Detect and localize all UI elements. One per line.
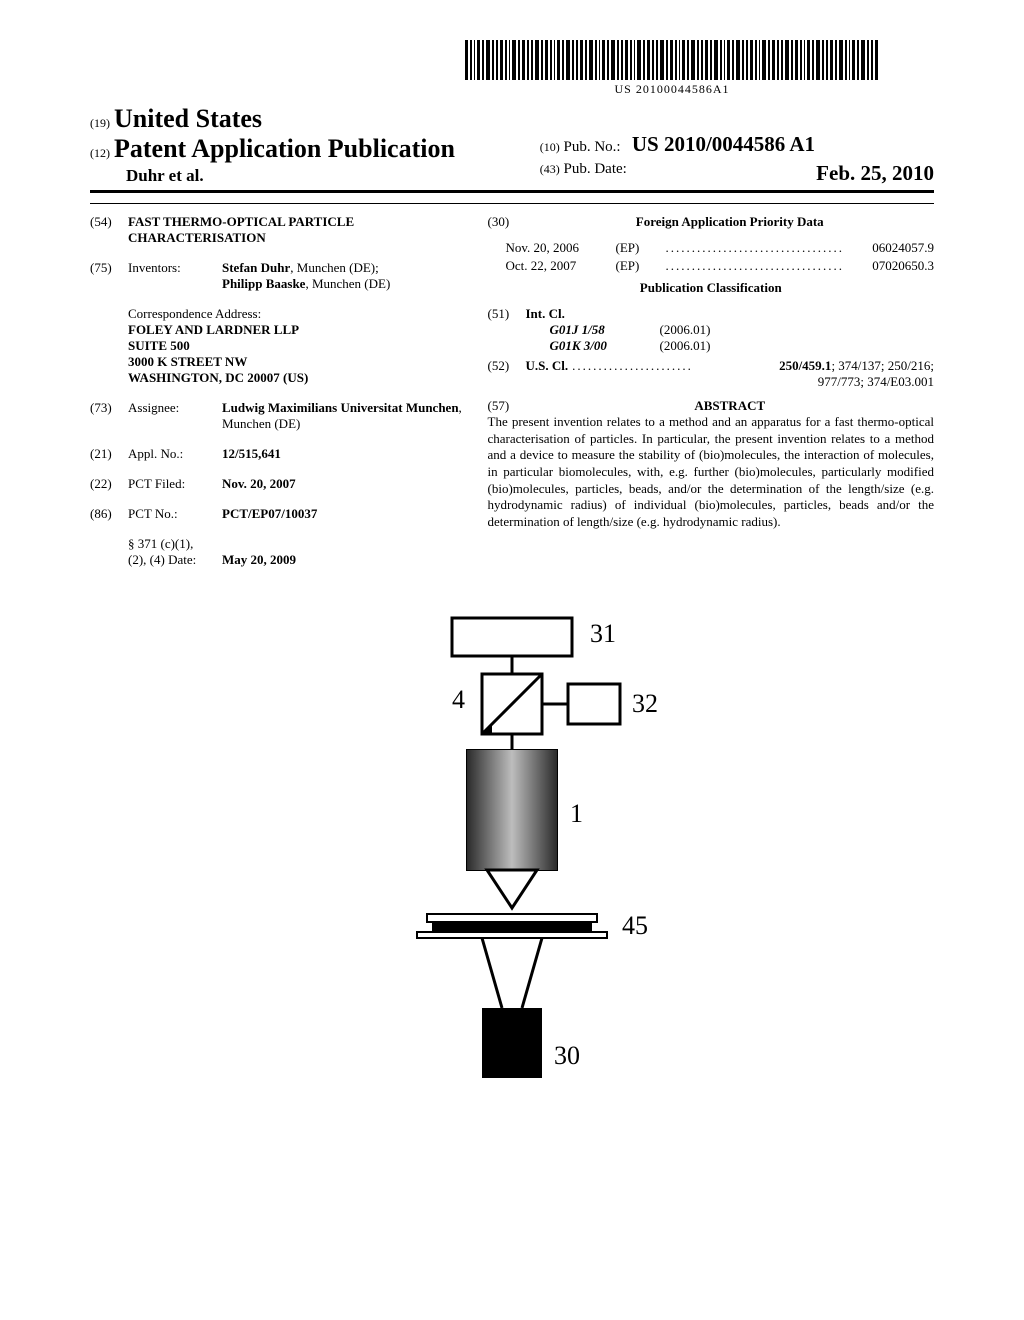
pctno-code: (86) [90,506,128,522]
intcl-label: Int. Cl. [526,306,935,322]
barcode-number: US 20100044586A1 [465,82,880,97]
intcl-sym-1: G01J 1/58 [526,322,660,338]
assignee-label: Assignee: [128,400,222,432]
abstract-head: ABSTRACT [526,398,935,414]
inventors-code: (75) [90,260,128,292]
applno-label: Appl. No.: [128,446,222,462]
foreign-priority-head: Foreign Application Priority Data [526,214,935,230]
pubno-value: US 2010/0044586 A1 [632,132,815,156]
fig-label-4: 4 [452,685,465,714]
uscl-label: U.S. Cl. [526,358,569,374]
pubno-label: Pub. No.: [564,139,621,155]
foreign-code: (30) [488,214,526,230]
priority-date-2: Oct. 22, 2007 [488,258,616,274]
priority-cc-2: (EP) [616,258,666,274]
applno-value: 12/515,641 [222,446,464,462]
invention-title: FAST THERMO-OPTICAL PARTICLE CHARACTERIS… [128,214,464,246]
uscl-rest-1: ; 374/137; 250/216; [831,358,934,373]
fig-label-45: 45 [622,911,648,940]
priority-row: Oct. 22, 2007 (EP) .....................… [488,258,935,274]
priority-num-2: 07020650.3 [844,258,934,274]
pubdate-code: (43) [540,162,560,176]
corr-line-2: SUITE 500 [128,338,464,354]
patent-figure: 31 4 32 1 45 30 [90,608,934,1128]
inventor-1-name: Stefan Duhr [222,260,290,275]
pubdate-value: Feb. 25, 2010 [816,161,934,186]
barcode-block: US 20100044586A1 [410,40,934,98]
priority-num-1: 06024057.9 [844,240,934,256]
abstract-code: (57) [488,398,526,414]
uscl-code: (52) [488,358,526,374]
pctfiled-code: (22) [90,476,128,492]
fig-label-30: 30 [554,1041,580,1070]
pub-classification-head: Publication Classification [488,280,935,296]
fig-label-31: 31 [590,619,616,648]
correspondence-label: Correspondence Address: [128,306,464,322]
applno-code: (21) [90,446,128,462]
inventor-1-loc: , Munchen (DE); [290,260,378,275]
priority-row: Nov. 20, 2006 (EP) .....................… [488,240,935,256]
pubtype-code: (12) [90,146,110,160]
figure-svg: 31 4 32 1 45 30 [332,608,692,1128]
fig-label-32: 32 [632,689,658,718]
inventor-2-name: Philipp Baaske [222,276,305,291]
pubdate-label: Pub. Date: [564,161,627,177]
authors-line: Duhr et al. [90,166,526,186]
pctfiled-value: Nov. 20, 2007 [222,476,464,492]
header-block: (19) United States (12) Patent Applicati… [90,104,934,193]
assignee-name: Ludwig Maximilians Universitat Munchen [222,400,459,415]
priority-cc-1: (EP) [616,240,666,256]
bibliographic-block: (54) FAST THERMO-OPTICAL PARTICLE CHARAC… [90,214,934,568]
pctno-label: PCT No.: [128,506,222,522]
intcl-ver-2: (2006.01) [660,338,711,354]
pctno-value: PCT/EP07/10037 [222,506,464,522]
assignee-code: (73) [90,400,128,432]
pctfiled-label: PCT Filed: [128,476,222,492]
barcode-lines [465,40,880,80]
title-code: (54) [90,214,128,246]
pubno-code: (10) [540,140,560,154]
uscl-main: 250/459.1 [779,358,831,373]
intcl-ver-1: (2006.01) [660,322,711,338]
uscl-rest-2: 977/773; 374/E03.001 [488,374,935,390]
intcl-code: (51) [488,306,526,354]
intcl-sym-2: G01K 3/00 [526,338,660,354]
country-name: United States [114,104,262,133]
s371-label-2: (2), (4) Date: [128,552,196,567]
corr-line-1: FOLEY AND LARDNER LLP [128,322,464,338]
priority-date-1: Nov. 20, 2006 [488,240,616,256]
inventors-label: Inventors: [128,260,222,292]
country-code: (19) [90,116,110,130]
fig-label-1: 1 [570,799,583,828]
s371-value: May 20, 2009 [222,552,464,568]
corr-line-4: WASHINGTON, DC 20007 (US) [128,370,464,386]
corr-line-3: 3000 K STREET NW [128,354,464,370]
abstract-text: The present invention relates to a metho… [488,414,935,530]
s371-label-1: § 371 (c)(1), [128,536,193,551]
inventor-2-loc: , Munchen (DE) [305,276,390,291]
pub-type: Patent Application Publication [114,134,455,163]
